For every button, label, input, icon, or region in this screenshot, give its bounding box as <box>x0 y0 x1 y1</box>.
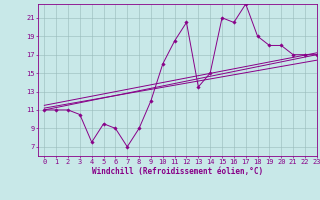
X-axis label: Windchill (Refroidissement éolien,°C): Windchill (Refroidissement éolien,°C) <box>92 167 263 176</box>
